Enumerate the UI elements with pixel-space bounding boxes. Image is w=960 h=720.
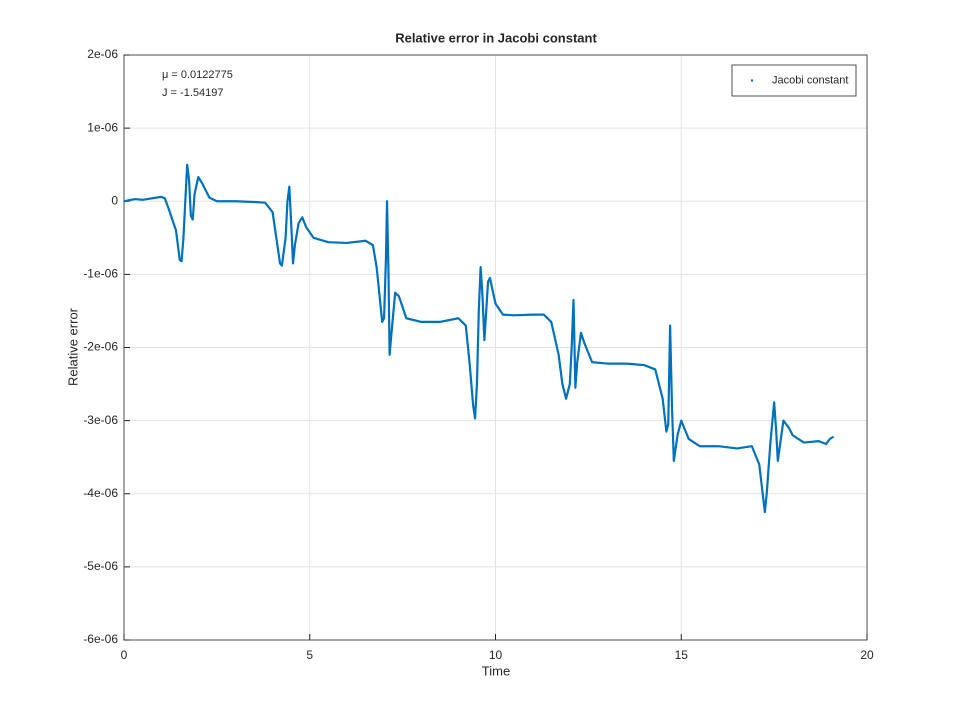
- y-tick-label: -1e-06: [83, 267, 118, 281]
- y-tick-label: 0: [111, 193, 118, 207]
- y-tick-label: -2e-06: [83, 340, 118, 354]
- annotation: μ = 0.0122775: [162, 69, 233, 81]
- legend-marker: [750, 79, 754, 82]
- y-tick-label: -3e-06: [83, 413, 118, 427]
- x-tick-label: 10: [489, 648, 503, 662]
- x-tick-label: 0: [121, 648, 128, 662]
- x-tick-label: 15: [675, 648, 689, 662]
- x-tick-label: 20: [860, 648, 874, 662]
- chart-title: Relative error in Jacobi constant: [395, 30, 597, 45]
- y-axis-label: Relative error: [65, 307, 80, 386]
- x-axis-label: Time: [482, 663, 510, 678]
- data-line: [123, 163, 835, 514]
- y-tick-label: -6e-06: [83, 632, 118, 646]
- y-tick-label: 2e-06: [87, 47, 118, 61]
- legend-label: Jacobi constant: [772, 74, 848, 86]
- y-tick-label: 1e-06: [87, 120, 118, 134]
- y-tick-label: -4e-06: [83, 486, 118, 500]
- plot-frame: [123, 54, 868, 641]
- x-tick-label: 5: [306, 648, 313, 662]
- annotation: J = -1.54197: [162, 87, 223, 99]
- y-tick-label: -5e-06: [83, 559, 118, 573]
